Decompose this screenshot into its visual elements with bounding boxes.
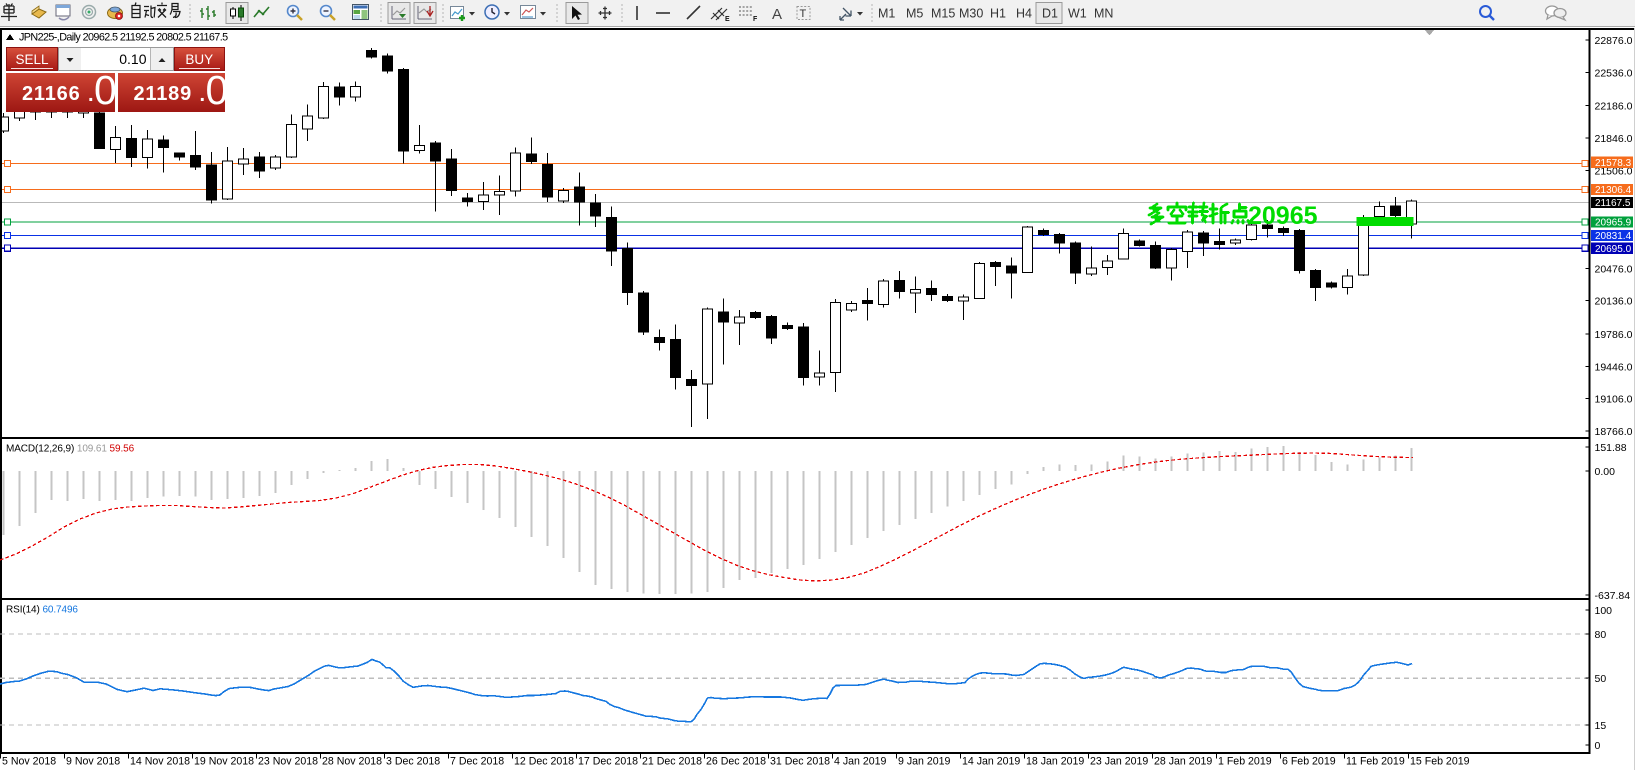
svg-text:6 Feb 2019: 6 Feb 2019 [1282,756,1336,768]
svg-text:15 Feb 2019: 15 Feb 2019 [1410,756,1470,768]
svg-text:23 Jan 2019: 23 Jan 2019 [1090,756,1148,768]
svg-text:31 Dec 2018: 31 Dec 2018 [770,756,830,768]
svg-text:W1: W1 [1068,7,1087,21]
svg-text:19446.0: 19446.0 [1595,361,1633,373]
svg-text:20136.0: 20136.0 [1595,296,1633,308]
svg-text:19786.0: 19786.0 [1595,329,1633,341]
svg-text:19106.0: 19106.0 [1595,394,1633,406]
svg-text:100: 100 [1595,605,1613,617]
svg-text:17 Dec 2018: 17 Dec 2018 [578,756,638,768]
svg-text:18 Jan 2019: 18 Jan 2019 [1026,756,1084,768]
svg-text:22536.0: 22536.0 [1595,67,1633,79]
svg-text:21167.5: 21167.5 [1595,198,1631,209]
svg-text:A: A [772,6,782,23]
svg-text:21846.0: 21846.0 [1595,133,1633,145]
svg-text:151.88: 151.88 [1595,442,1627,454]
svg-text:23 Nov 2018: 23 Nov 2018 [258,756,318,768]
svg-text:0: 0 [1595,740,1601,752]
svg-text:14 Nov 2018: 14 Nov 2018 [130,756,190,768]
svg-text:20695.0: 20695.0 [1595,244,1632,255]
svg-text:4 Jan 2019: 4 Jan 2019 [834,756,887,768]
svg-text:11 Feb 2019: 11 Feb 2019 [1346,756,1405,768]
svg-text:15: 15 [1595,720,1607,732]
svg-text:21506.0: 21506.0 [1595,165,1633,177]
svg-text:20476.0: 20476.0 [1595,263,1633,275]
svg-text:21 Dec 2018: 21 Dec 2018 [642,756,702,768]
svg-text:21578.3: 21578.3 [1595,158,1632,169]
svg-text:3 Dec 2018: 3 Dec 2018 [386,756,440,768]
svg-text:50: 50 [1595,673,1607,685]
svg-text:5 Nov 2018: 5 Nov 2018 [2,756,56,768]
svg-text:9 Nov 2018: 9 Nov 2018 [66,756,120,768]
svg-text:28 Jan 2019: 28 Jan 2019 [1154,756,1212,768]
svg-text:M30: M30 [959,7,983,21]
svg-text:18766.0: 18766.0 [1595,426,1633,438]
svg-text:H1: H1 [990,7,1006,21]
svg-text:F: F [753,16,758,23]
svg-text:22186.0: 22186.0 [1595,101,1633,113]
svg-text:JPN225-,Daily 20962.5 21192.5: JPN225-,Daily 20962.5 21192.5 20802.5 21… [19,32,228,44]
svg-text:MACD(12,26,9) 109.61 59.56: MACD(12,26,9) 109.61 59.56 [6,444,135,455]
svg-text:E: E [725,16,730,23]
svg-text:-637.84: -637.84 [1595,590,1631,602]
svg-text:14 Jan 2019: 14 Jan 2019 [962,756,1020,768]
svg-text:19 Nov 2018: 19 Nov 2018 [194,756,254,768]
svg-text:M15: M15 [931,7,955,21]
svg-text:26 Dec 2018: 26 Dec 2018 [706,756,766,768]
svg-text:12 Dec 2018: 12 Dec 2018 [514,756,574,768]
svg-text:RSI(14) 60.7496: RSI(14) 60.7496 [6,605,78,616]
svg-text:9 Jan 2019: 9 Jan 2019 [898,756,951,768]
svg-text:T: T [800,8,807,20]
svg-text:21306.4: 21306.4 [1595,185,1632,196]
svg-text:22876.0: 22876.0 [1595,35,1633,47]
svg-text:M5: M5 [906,7,923,21]
svg-text:20965.9: 20965.9 [1595,218,1632,229]
svg-text:28 Nov 2018: 28 Nov 2018 [322,756,382,768]
svg-text:20965: 20965 [1248,202,1318,230]
svg-text:H4: H4 [1016,7,1032,21]
svg-text:D1: D1 [1042,7,1058,21]
svg-text:MN: MN [1094,7,1113,21]
svg-text:7 Dec 2018: 7 Dec 2018 [450,756,504,768]
svg-text:20831.4: 20831.4 [1595,231,1632,242]
svg-text:1 Feb 2019: 1 Feb 2019 [1218,756,1272,768]
svg-text:0.00: 0.00 [1595,466,1616,478]
svg-text:80: 80 [1595,629,1607,641]
svg-text:M1: M1 [878,7,895,21]
